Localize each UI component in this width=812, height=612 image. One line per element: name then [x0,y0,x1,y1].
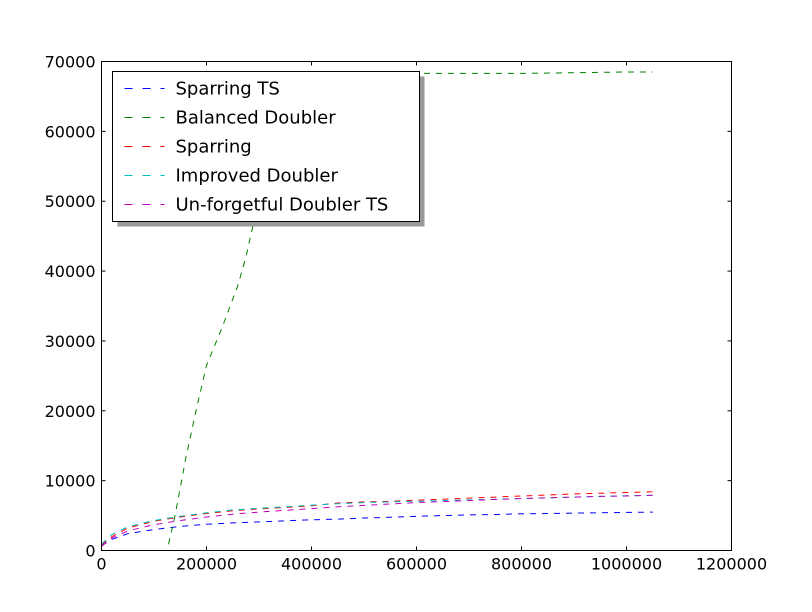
x-tick-label: 400000 [281,555,342,574]
legend: Sparring TS Balanced Doubler Sparring Impro… [112,71,425,227]
x-tick-label: 0 [96,555,106,574]
y-tick-label: 10000 [45,472,96,491]
series-line-1 [101,511,653,547]
legend-label: Balanced Doubler [176,108,337,129]
legend-label: Un-forgetful Doubler TS [176,195,389,216]
series-layer [101,71,653,551]
y-tick-label: 60000 [45,122,96,141]
y-tick-label: 40000 [45,262,96,281]
x-tick-label: 800000 [491,555,552,574]
series-line-5 [101,494,653,547]
x-tick-label: 1200000 [696,555,767,574]
y-tick-label: 70000 [45,53,96,72]
axis-ticks: 0 200000 400000 600000 800000 1000000 1200000 0… [45,53,768,574]
y-tick-label: 50000 [45,192,96,211]
legend-label: Improved Doubler [176,166,339,187]
series-line-4 [101,494,653,545]
series-line-3 [101,491,653,546]
y-tick-label: 0 [85,542,95,561]
y-tick-label: 30000 [45,332,96,351]
series-line-2 [101,71,653,551]
x-tick-label: 200000 [176,555,237,574]
legend-label: Sparring TS [176,79,280,100]
x-tick-label: 600000 [386,555,447,574]
y-tick-label: 20000 [45,402,96,421]
legend-label: Sparring [176,137,252,158]
x-tick-label: 1000000 [591,555,662,574]
